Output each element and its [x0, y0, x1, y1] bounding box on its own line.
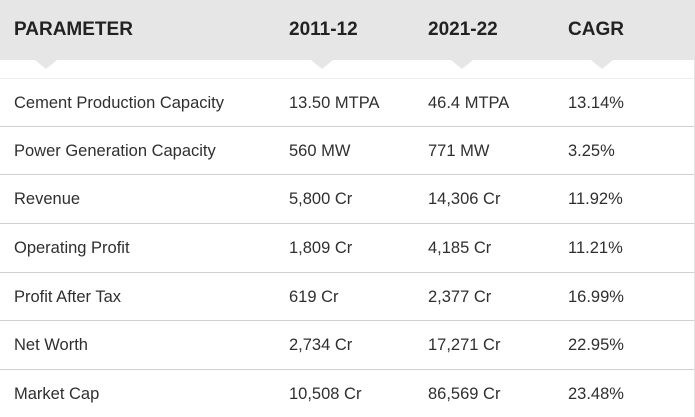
- header-parameter: PARAMETER: [14, 19, 133, 40]
- cell-parameter: Revenue: [14, 190, 81, 209]
- cell-2011-12: 2,734 Cr: [289, 336, 353, 355]
- header-notch-2021-22: [451, 60, 473, 69]
- header-notch-cagr: [591, 60, 613, 69]
- table-header: PARAMETER 2011-12 2021-22 CAGR: [0, 0, 695, 60]
- cell-2021-22: 2,377 Cr: [428, 287, 492, 306]
- cell-2011-12: 10,508 Cr: [289, 385, 362, 404]
- table-row: Profit After Tax 619 Cr 2,377 Cr 16.99%: [0, 273, 695, 322]
- cell-2011-12: 13.50 MTPA: [289, 94, 380, 112]
- table-row: Revenue 5,800 Cr 14,306 Cr 11.92%: [0, 175, 695, 225]
- header-2011-12: 2011-12: [289, 19, 358, 40]
- cell-cagr: 23.48%: [568, 385, 624, 404]
- cell-cagr: 11.21%: [568, 239, 623, 258]
- header-notch-parameter: [35, 60, 57, 69]
- cell-2011-12: 560 MW: [289, 141, 351, 160]
- cell-parameter: Cement Production Capacity: [14, 94, 225, 112]
- table-row: Operating Profit 1,809 Cr 4,185 Cr 11.21…: [0, 224, 695, 273]
- cell-2021-22: 4,185 Cr: [428, 239, 492, 258]
- table-row: Net Worth 2,734 Cr 17,271 Cr 22.95%: [0, 321, 695, 371]
- cell-2021-22: 14,306 Cr: [428, 190, 501, 209]
- cell-cagr: 13.14%: [568, 94, 624, 112]
- cell-2021-22: 17,271 Cr: [428, 336, 501, 355]
- table-row: Market Cap 10,508 Cr 86,569 Cr 23.48%: [0, 370, 695, 417]
- cell-cagr: 16.99%: [568, 287, 624, 306]
- cell-parameter: Market Cap: [14, 385, 100, 404]
- cell-2011-12: 1,809 Cr: [289, 239, 353, 258]
- cell-2011-12: 619 Cr: [289, 287, 339, 306]
- cell-cagr: 22.95%: [568, 336, 624, 355]
- header-cagr: CAGR: [568, 19, 624, 40]
- cell-2021-22: 46.4 MTPA: [428, 94, 510, 112]
- cell-parameter: Power Generation Capacity: [14, 141, 216, 160]
- header-notch-2011-12: [311, 60, 333, 69]
- table-row: Cement Production Capacity 13.50 MTPA 46…: [0, 78, 695, 127]
- cell-parameter: Profit After Tax: [14, 287, 121, 306]
- cell-cagr: 3.25%: [568, 141, 615, 160]
- cell-parameter: Net Worth: [14, 336, 88, 355]
- cell-parameter: Operating Profit: [14, 239, 130, 258]
- cell-2011-12: 5,800 Cr: [289, 190, 353, 209]
- header-2021-22: 2021-22: [428, 19, 498, 40]
- cell-2021-22: 86,569 Cr: [428, 385, 501, 404]
- cell-2021-22: 771 MW: [428, 141, 490, 160]
- table-body: Cement Production Capacity 13.50 MTPA 46…: [0, 78, 695, 417]
- cell-cagr: 11.92%: [568, 190, 623, 209]
- table-row: Power Generation Capacity 560 MW 771 MW …: [0, 127, 695, 176]
